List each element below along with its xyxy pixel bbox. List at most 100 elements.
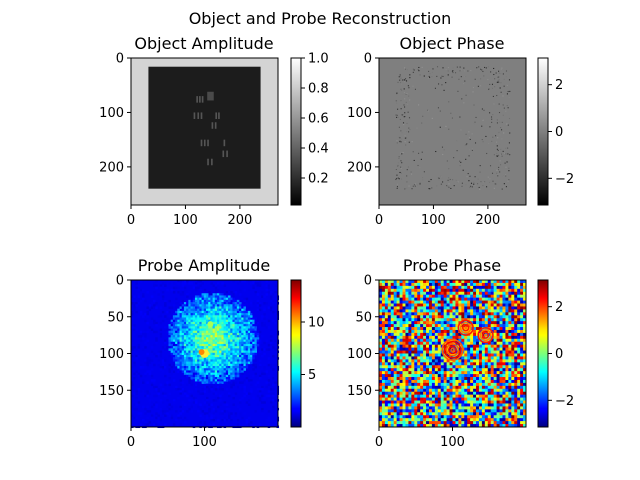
probe-pixel bbox=[236, 361, 240, 365]
probe-pixel bbox=[258, 357, 262, 360]
probe-pixel bbox=[223, 308, 227, 312]
phase-pixel bbox=[381, 318, 386, 322]
phase-pixel bbox=[399, 306, 403, 310]
probe-pixel bbox=[199, 403, 202, 406]
probe-pixel bbox=[131, 381, 134, 384]
probe-pixel bbox=[232, 313, 235, 316]
probe-pixel bbox=[274, 377, 277, 380]
phase-pixel bbox=[449, 297, 453, 301]
probe-pixel bbox=[254, 352, 257, 356]
probe-pixel bbox=[179, 383, 183, 387]
probe-pixel bbox=[197, 332, 200, 336]
phase-speckle bbox=[500, 148, 502, 150]
probe-pixel bbox=[181, 310, 185, 314]
phase-pixel bbox=[493, 377, 497, 381]
phase-pixel bbox=[520, 318, 524, 322]
phase-pixel bbox=[417, 338, 421, 343]
probe-pixel bbox=[234, 343, 238, 347]
phase-pixel bbox=[417, 280, 421, 284]
probe-pixel bbox=[208, 372, 211, 376]
phase-pixel bbox=[437, 285, 442, 290]
phase-pixel bbox=[514, 379, 518, 384]
phase-pixel bbox=[396, 285, 400, 290]
probe-pixel bbox=[216, 354, 220, 358]
phase-pixel bbox=[396, 288, 400, 293]
probe-pixel bbox=[216, 313, 220, 316]
probe-pixel bbox=[135, 377, 138, 380]
phase-pixel bbox=[490, 353, 494, 357]
probe-pixel bbox=[247, 313, 251, 316]
probe-pixel bbox=[239, 361, 242, 365]
probe-pixel bbox=[212, 324, 216, 327]
phase-pixel bbox=[499, 309, 503, 313]
probe-pixel bbox=[261, 370, 264, 373]
probe-pixel bbox=[212, 377, 216, 380]
phase-pixel bbox=[381, 344, 386, 348]
phase-pixel bbox=[393, 291, 397, 295]
probe-pixel bbox=[258, 388, 262, 391]
probe-pixel bbox=[267, 410, 271, 413]
probe-pixel bbox=[208, 359, 211, 362]
probe-pixel bbox=[144, 313, 147, 316]
probe-pixel bbox=[168, 332, 171, 336]
phase-pixel bbox=[496, 297, 500, 301]
phase-pixel bbox=[449, 374, 453, 378]
probe-pixel bbox=[230, 370, 233, 373]
probe-pixel bbox=[247, 315, 251, 318]
probe-pixel bbox=[230, 321, 233, 325]
probe-pixel bbox=[190, 357, 194, 360]
phase-pixel bbox=[473, 335, 477, 340]
probe-pixel bbox=[190, 306, 194, 309]
probe-pixel bbox=[245, 332, 249, 336]
probe-pixel bbox=[269, 396, 273, 400]
phase-pixel bbox=[405, 400, 409, 404]
probe-pixel bbox=[236, 328, 240, 332]
phase-pixel bbox=[399, 391, 403, 395]
probe-pixel bbox=[254, 365, 257, 369]
phase-pixel bbox=[487, 374, 492, 378]
probe-pixel bbox=[221, 319, 224, 323]
probe-pixel bbox=[243, 363, 246, 367]
phase-pixel bbox=[496, 312, 500, 316]
probe-pixel bbox=[146, 357, 149, 360]
phase-pixel bbox=[505, 303, 509, 307]
phase-pixel bbox=[493, 379, 497, 384]
phase-pixel bbox=[470, 362, 474, 366]
phase-speckle bbox=[444, 75, 446, 77]
phase-speckle bbox=[499, 121, 501, 123]
phase-speckle bbox=[399, 171, 401, 174]
phase-pixel bbox=[470, 382, 474, 387]
probe-pixel bbox=[241, 284, 244, 287]
phase-pixel bbox=[523, 359, 527, 363]
phase-pixel bbox=[473, 303, 477, 307]
probe-pixel bbox=[228, 291, 231, 294]
probe-pixel bbox=[199, 407, 202, 411]
probe-pixel bbox=[159, 321, 163, 325]
phase-pixel bbox=[523, 306, 527, 310]
phase-pixel bbox=[387, 382, 392, 387]
phase-pixel bbox=[396, 306, 400, 310]
phase-pixel bbox=[381, 309, 386, 313]
probe-pixel bbox=[177, 343, 180, 347]
phase-pixel bbox=[461, 359, 465, 363]
probe-pixel bbox=[177, 319, 180, 323]
probe-pixel bbox=[210, 330, 213, 334]
probe-pixel bbox=[175, 370, 178, 373]
probe-pixel bbox=[250, 343, 253, 347]
probe-pixel bbox=[159, 328, 163, 332]
phase-pixel bbox=[399, 338, 403, 343]
phase-pixel bbox=[464, 285, 468, 290]
phase-speckle bbox=[396, 177, 398, 180]
probe-pixel bbox=[230, 341, 233, 345]
phase-pixel bbox=[452, 329, 456, 334]
probe-pixel bbox=[263, 368, 266, 371]
phase-speckle bbox=[403, 91, 405, 93]
probe-pixel bbox=[177, 280, 180, 283]
probe-pixel bbox=[254, 339, 257, 343]
probe-pixel bbox=[150, 416, 154, 420]
probe-pixel bbox=[197, 343, 200, 347]
phase-pixel bbox=[493, 288, 497, 293]
phase-pixel bbox=[461, 312, 465, 316]
probe-pixel bbox=[258, 330, 262, 334]
probe-pixel bbox=[179, 324, 183, 327]
